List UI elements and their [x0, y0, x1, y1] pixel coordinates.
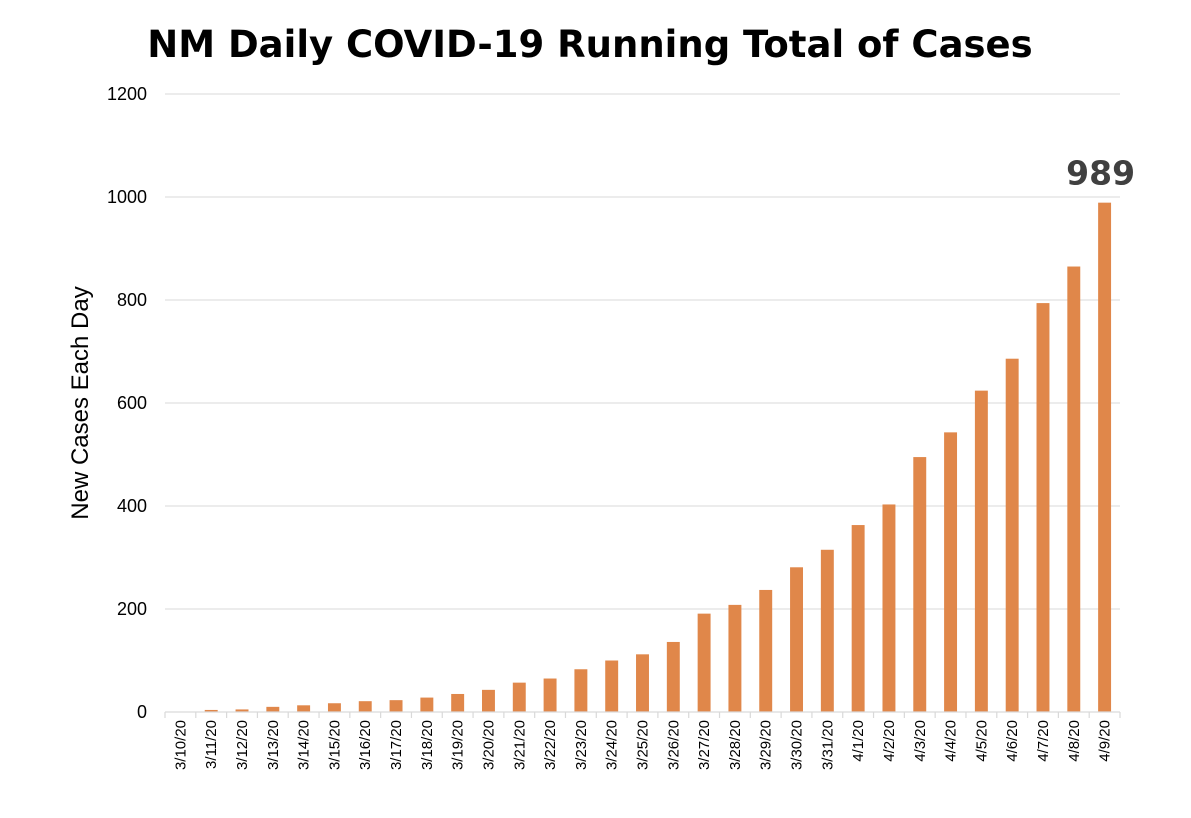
x-tick-label: 4/7/20 — [1035, 720, 1052, 762]
bar — [944, 432, 958, 712]
x-tick-label: 3/12/20 — [234, 720, 251, 770]
x-tick-label: 3/11/20 — [203, 720, 220, 769]
y-tick-label: 1000 — [107, 187, 147, 207]
y-axis-ticks: 0 200 400 600 800 1000 1200 — [107, 84, 147, 722]
bar — [913, 457, 927, 712]
x-tick-label: 4/1/20 — [850, 720, 867, 762]
x-tick-label: 3/14/20 — [296, 720, 313, 770]
bar — [481, 689, 495, 712]
bar — [327, 703, 341, 712]
bar — [297, 705, 311, 712]
y-axis-label: New Cases Each Day — [67, 286, 94, 519]
chart-title: NM Daily COVID-19 Running Total of Cases — [147, 23, 1032, 66]
bar — [636, 654, 649, 712]
x-tick-label: 3/22/20 — [542, 720, 559, 770]
x-tick-label: 4/2/20 — [881, 720, 898, 762]
gridlines — [165, 93, 1120, 610]
bar — [358, 701, 372, 712]
x-tick-label: 4/8/20 — [1066, 720, 1083, 762]
x-tick-label: 3/13/20 — [265, 720, 282, 770]
x-tick-label: 3/10/20 — [172, 720, 189, 770]
bar — [574, 669, 588, 712]
x-tick-label: 3/16/20 — [357, 720, 374, 770]
x-axis-ticks: 3/10/20 3/11/20 3/12/20 3/13/20 3/14/20 3/15/… — [164, 712, 1121, 770]
y-tick-label: 600 — [117, 393, 147, 413]
bar — [1067, 266, 1081, 712]
y-tick-label: 800 — [117, 290, 147, 310]
x-tick-label: 3/15/20 — [326, 720, 343, 770]
x-tick-label: 3/21/20 — [511, 720, 528, 770]
bar — [235, 709, 249, 712]
bar — [820, 549, 834, 712]
bar — [605, 660, 619, 712]
bar — [451, 693, 465, 712]
y-tick-label: 0 — [137, 702, 147, 722]
bar — [1036, 303, 1050, 712]
bar — [882, 504, 896, 712]
x-tick-label: 4/6/20 — [1004, 720, 1021, 762]
x-tick-label: 3/28/20 — [727, 720, 744, 770]
bar — [759, 589, 773, 712]
data-label: 989 — [1066, 154, 1135, 193]
bar — [790, 567, 804, 712]
y-tick-label: 200 — [117, 599, 147, 619]
x-tick-label: 4/5/20 — [973, 720, 990, 762]
bar — [1005, 358, 1019, 712]
x-tick-label: 3/26/20 — [665, 720, 682, 770]
x-tick-label: 3/30/20 — [789, 720, 806, 770]
y-tick-label: 400 — [117, 496, 147, 516]
y-tick-label: 1200 — [107, 84, 147, 104]
x-tick-label: 4/3/20 — [912, 720, 929, 762]
bar — [1098, 202, 1112, 713]
bar — [266, 706, 280, 712]
x-tick-label: 3/31/20 — [819, 720, 836, 770]
x-tick-label: 3/18/20 — [419, 720, 436, 770]
x-tick-label: 4/9/20 — [1097, 720, 1114, 762]
x-tick-label: 3/24/20 — [604, 720, 621, 770]
annotations: 989 — [1066, 154, 1135, 193]
bar — [974, 390, 988, 712]
x-tick-label: 3/19/20 — [450, 720, 467, 770]
x-tick-label: 3/20/20 — [480, 720, 497, 770]
bars — [204, 202, 1112, 713]
x-tick-label: 3/29/20 — [758, 720, 775, 770]
x-tick-label: 3/27/20 — [696, 720, 713, 770]
bar — [543, 678, 557, 712]
x-tick-label: 3/25/20 — [635, 720, 652, 770]
bar — [697, 613, 711, 712]
x-tick-label: 4/4/20 — [943, 720, 960, 762]
bar — [389, 700, 403, 712]
bar — [728, 604, 742, 712]
bar — [420, 697, 434, 712]
bar — [851, 525, 865, 712]
bar — [666, 641, 680, 712]
x-tick-label: 3/23/20 — [573, 720, 590, 770]
bar — [204, 709, 218, 712]
bar — [512, 682, 526, 712]
x-tick-label: 3/17/20 — [388, 720, 405, 770]
